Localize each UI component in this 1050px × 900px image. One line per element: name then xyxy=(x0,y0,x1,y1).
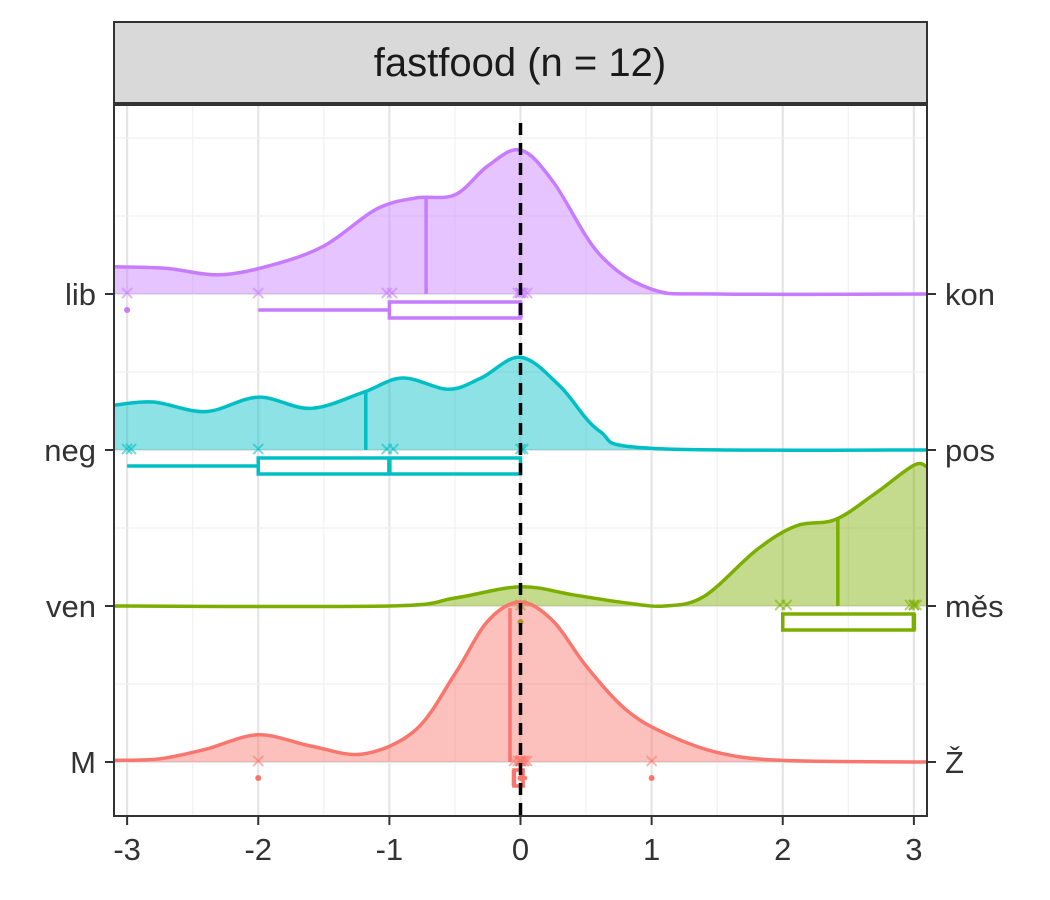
density-line xyxy=(113,147,928,297)
outlier-point xyxy=(517,775,524,781)
data-point xyxy=(381,287,393,299)
x-tick-label: 2 xyxy=(774,832,791,867)
y-tick-label-right: kon xyxy=(945,277,995,312)
density-line xyxy=(113,355,928,453)
data-point xyxy=(780,599,793,611)
density-fill xyxy=(114,149,927,295)
data-point xyxy=(121,443,133,455)
data-point xyxy=(386,287,398,299)
data-point xyxy=(387,443,400,455)
outlier-point xyxy=(648,775,655,781)
x-tick-label: -2 xyxy=(244,832,272,867)
y-tick-label-left: M xyxy=(70,745,96,780)
data-point xyxy=(908,599,920,611)
density-fill xyxy=(114,463,927,607)
data-point xyxy=(121,287,133,299)
data-point xyxy=(252,755,264,767)
density-line xyxy=(113,461,928,609)
data-point xyxy=(521,755,533,767)
data-point xyxy=(252,443,264,455)
data-point xyxy=(521,287,533,299)
y-tick-label-right: Ž xyxy=(945,745,964,780)
data-point xyxy=(252,287,264,299)
y-tick-label-left: ven xyxy=(46,589,96,624)
x-tick-label: -3 xyxy=(113,832,141,867)
strip-background xyxy=(113,21,928,104)
panel xyxy=(113,104,928,817)
data-point xyxy=(910,599,923,611)
strip: fastfood (n = 12) xyxy=(113,21,928,104)
x-tick-label: -1 xyxy=(376,832,404,867)
x-tick-label: 0 xyxy=(512,832,529,867)
ridge-M xyxy=(113,600,928,788)
outlier-point xyxy=(124,307,131,313)
y-tick-label-right: pos xyxy=(945,433,995,468)
x-tick-label: 3 xyxy=(905,832,922,867)
data-point xyxy=(125,443,137,455)
data-point xyxy=(645,755,658,767)
panel-title: fastfood (n = 12) xyxy=(374,41,666,85)
density-fill xyxy=(114,602,927,762)
y-tick-label-left: lib xyxy=(65,277,96,312)
y-tick-label-right: měs xyxy=(945,589,1004,624)
ridge-lib xyxy=(113,147,928,320)
y-tick-label-left: neg xyxy=(44,433,96,468)
outlier-point xyxy=(255,775,262,781)
density-line xyxy=(113,600,928,764)
x-tick-label: 1 xyxy=(643,832,660,867)
